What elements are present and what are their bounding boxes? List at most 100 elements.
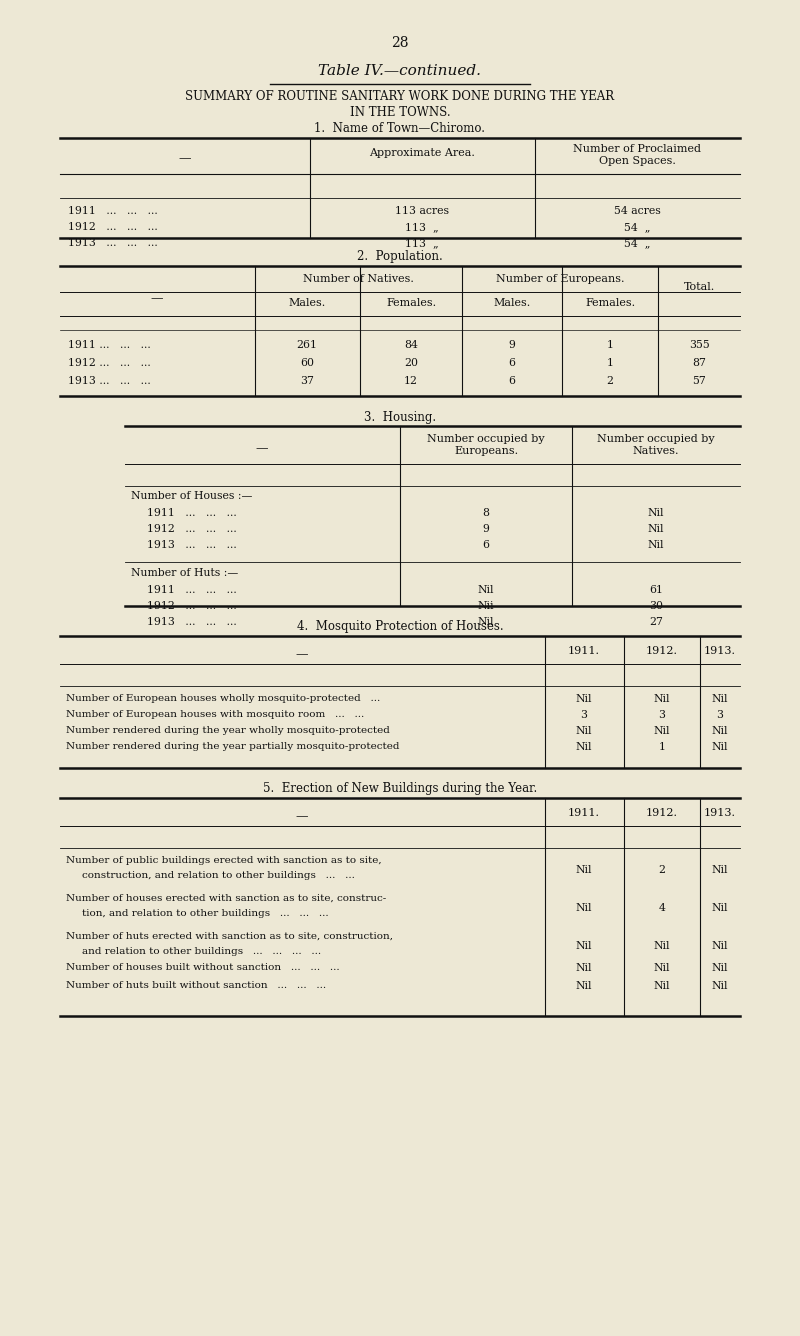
Text: 1: 1 — [606, 339, 614, 350]
Text: Nil: Nil — [712, 864, 728, 875]
Text: Females.: Females. — [585, 298, 635, 309]
Text: Nil: Nil — [576, 903, 592, 912]
Text: 6: 6 — [482, 540, 490, 550]
Text: Nil: Nil — [712, 963, 728, 973]
Text: 1.  Name of Town—Chiromo.: 1. Name of Town—Chiromo. — [314, 122, 486, 135]
Text: Number occupied by
Europeans.: Number occupied by Europeans. — [427, 434, 545, 456]
Text: IN THE TOWNS.: IN THE TOWNS. — [350, 106, 450, 119]
Text: —: — — [296, 810, 308, 823]
Text: Number of public buildings erected with sanction as to site,: Number of public buildings erected with … — [66, 856, 382, 864]
Text: 2.  Population.: 2. Population. — [357, 250, 443, 263]
Text: 1912   ...   ...   ...: 1912 ... ... ... — [147, 524, 237, 534]
Text: 6: 6 — [509, 375, 515, 386]
Text: Nii: Nii — [478, 601, 494, 611]
Text: Males.: Males. — [494, 298, 530, 309]
Text: 261: 261 — [297, 339, 318, 350]
Text: Nil: Nil — [576, 864, 592, 875]
Text: 1911 ...   ...   ...: 1911 ... ... ... — [68, 339, 150, 350]
Text: 54  „: 54 „ — [624, 238, 650, 248]
Text: 3: 3 — [717, 709, 723, 720]
Text: —: — — [256, 442, 268, 456]
Text: 1911   ...   ...   ...: 1911 ... ... ... — [147, 508, 237, 518]
Text: 3.  Housing.: 3. Housing. — [364, 411, 436, 424]
Text: 61: 61 — [649, 585, 663, 595]
Text: Nil: Nil — [576, 941, 592, 951]
Text: 12: 12 — [404, 375, 418, 386]
Text: Number of houses built without sanction   ...   ...   ...: Number of houses built without sanction … — [66, 963, 340, 973]
Text: 27: 27 — [649, 617, 663, 627]
Text: tion, and relation to other buildings   ...   ...   ...: tion, and relation to other buildings ..… — [82, 908, 329, 918]
Text: Nil: Nil — [712, 693, 728, 704]
Text: Males.: Males. — [288, 298, 326, 309]
Text: Number of Europeans.: Number of Europeans. — [496, 274, 624, 285]
Text: 3: 3 — [658, 709, 666, 720]
Text: 5.  Erection of New Buildings during the Year.: 5. Erection of New Buildings during the … — [263, 782, 537, 795]
Text: 1: 1 — [658, 741, 666, 752]
Text: 1911.: 1911. — [568, 808, 600, 818]
Text: Nil: Nil — [712, 981, 728, 991]
Text: Nil: Nil — [478, 617, 494, 627]
Text: 1913   ...   ...   ...: 1913 ... ... ... — [68, 238, 158, 248]
Text: 60: 60 — [300, 358, 314, 367]
Text: construction, and relation to other buildings   ...   ...: construction, and relation to other buil… — [82, 871, 355, 880]
Text: Nil: Nil — [712, 903, 728, 912]
Text: —: — — [296, 648, 308, 661]
Text: Nil: Nil — [576, 741, 592, 752]
Text: —: — — [178, 152, 191, 166]
Text: Number of houses erected with sanction as to site, construc-: Number of houses erected with sanction a… — [66, 894, 386, 903]
Text: 1911.: 1911. — [568, 647, 600, 656]
Text: SUMMARY OF ROUTINE SANITARY WORK DONE DURING THE YEAR: SUMMARY OF ROUTINE SANITARY WORK DONE DU… — [186, 90, 614, 103]
Text: Number of Proclaimed
Open Spaces.: Number of Proclaimed Open Spaces. — [573, 144, 701, 166]
Text: 28: 28 — [391, 36, 409, 49]
Text: Number of Natives.: Number of Natives. — [302, 274, 414, 285]
Text: Total.: Total. — [683, 282, 714, 293]
Text: 113  „: 113 „ — [405, 238, 439, 248]
Text: Number of Huts :—: Number of Huts :— — [131, 568, 238, 578]
Text: 1912   ...   ...   ...: 1912 ... ... ... — [147, 601, 237, 611]
Text: Nil: Nil — [654, 693, 670, 704]
Text: 4.  Mosquito Protection of Houses.: 4. Mosquito Protection of Houses. — [297, 620, 503, 633]
Text: 8: 8 — [482, 508, 490, 518]
Text: Nil: Nil — [654, 725, 670, 736]
Text: Number of huts built without sanction   ...   ...   ...: Number of huts built without sanction ..… — [66, 981, 326, 990]
Text: Nil: Nil — [712, 941, 728, 951]
Text: 1912.: 1912. — [646, 808, 678, 818]
Text: and relation to other buildings   ...   ...   ...   ...: and relation to other buildings ... ... … — [82, 947, 321, 957]
Text: 1912 ...   ...   ...: 1912 ... ... ... — [68, 358, 150, 367]
Text: 54  „: 54 „ — [624, 222, 650, 232]
Text: Table IV.—continued.: Table IV.—continued. — [318, 64, 482, 77]
Text: Nil: Nil — [654, 981, 670, 991]
Text: Nil: Nil — [654, 941, 670, 951]
Text: 84: 84 — [404, 339, 418, 350]
Text: Nil: Nil — [648, 524, 664, 534]
Text: Nil: Nil — [648, 508, 664, 518]
Text: 113 acres: 113 acres — [395, 206, 449, 216]
Text: Nil: Nil — [576, 693, 592, 704]
Text: 1911   ...   ...   ...: 1911 ... ... ... — [147, 585, 237, 595]
Text: 54 acres: 54 acres — [614, 206, 660, 216]
Text: Nil: Nil — [712, 725, 728, 736]
Text: 37: 37 — [300, 375, 314, 386]
Text: Number of European houses wholly mosquito-protected   ...: Number of European houses wholly mosquit… — [66, 693, 380, 703]
Text: 113  „: 113 „ — [405, 222, 439, 232]
Text: 355: 355 — [689, 339, 710, 350]
Text: 9: 9 — [509, 339, 515, 350]
Text: Females.: Females. — [386, 298, 436, 309]
Text: Nil: Nil — [648, 540, 664, 550]
Text: 1912   ...   ...   ...: 1912 ... ... ... — [68, 222, 158, 232]
Text: Nil: Nil — [576, 725, 592, 736]
Text: Number rendered during the year partially mosquito-protected: Number rendered during the year partiall… — [66, 741, 399, 751]
Text: 87: 87 — [692, 358, 706, 367]
Text: 2: 2 — [606, 375, 614, 386]
Text: 1913   ...   ...   ...: 1913 ... ... ... — [147, 540, 237, 550]
Text: 1913   ...   ...   ...: 1913 ... ... ... — [147, 617, 237, 627]
Text: Number of huts erected with sanction as to site, construction,: Number of huts erected with sanction as … — [66, 933, 393, 941]
Text: 1913 ...   ...   ...: 1913 ... ... ... — [68, 375, 150, 386]
Text: 57: 57 — [692, 375, 706, 386]
Text: 1913.: 1913. — [704, 647, 736, 656]
Text: Number of Houses :—: Number of Houses :— — [131, 492, 252, 501]
Text: Nil: Nil — [654, 963, 670, 973]
Text: 1912.: 1912. — [646, 647, 678, 656]
Text: Number of European houses with mosquito room   ...   ...: Number of European houses with mosquito … — [66, 709, 364, 719]
Text: 30: 30 — [649, 601, 663, 611]
